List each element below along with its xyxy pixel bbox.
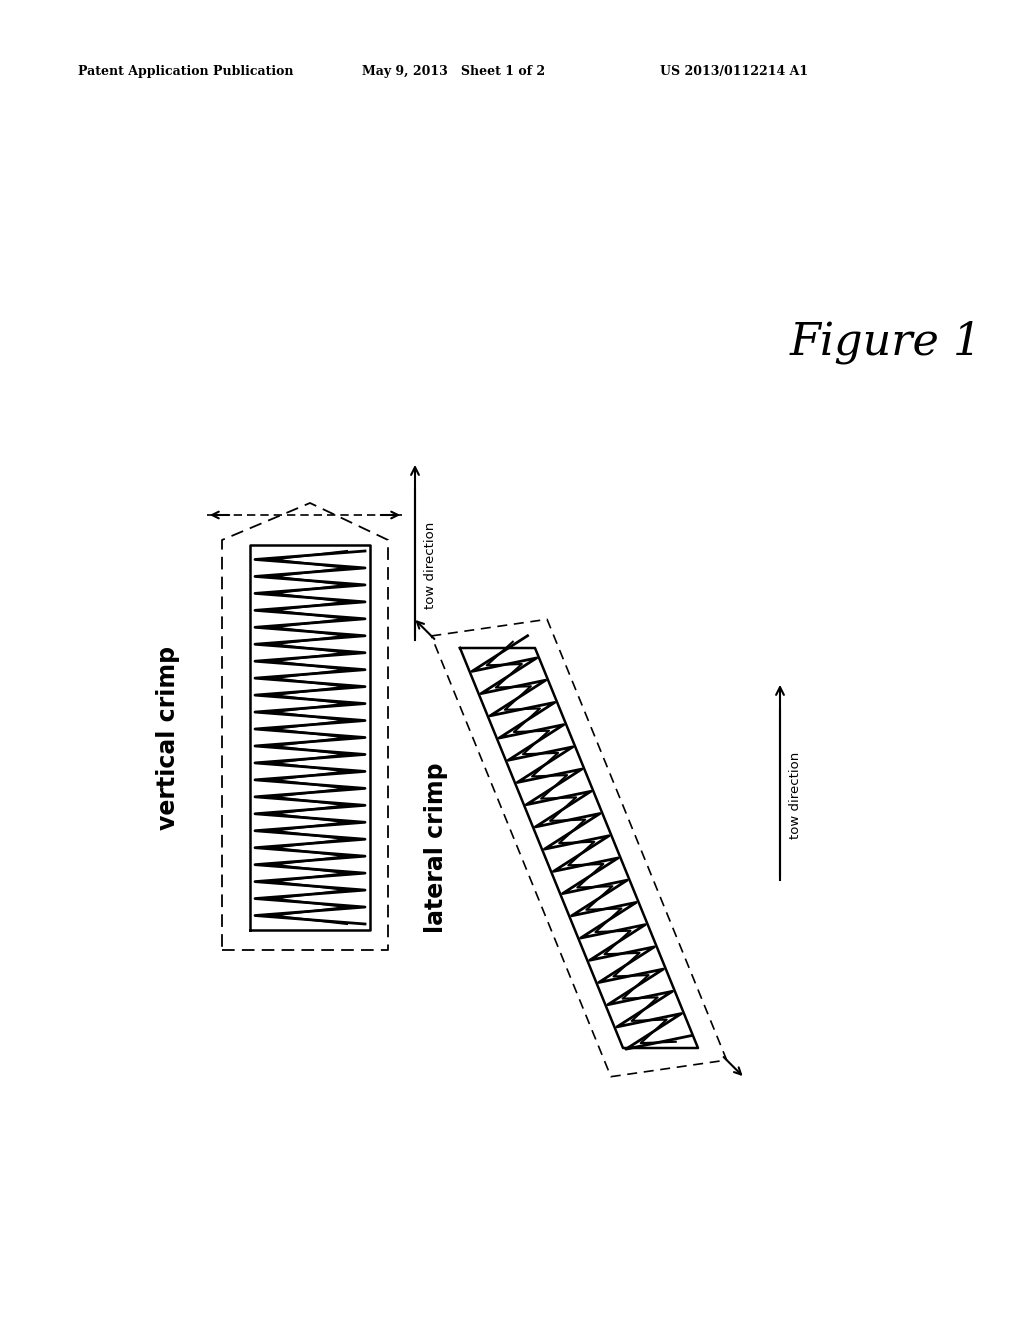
Text: Figure 1: Figure 1 — [790, 319, 982, 363]
Text: Patent Application Publication: Patent Application Publication — [78, 65, 294, 78]
Text: vertical crimp: vertical crimp — [156, 645, 180, 829]
Text: tow direction: tow direction — [790, 751, 802, 838]
Text: May 9, 2013   Sheet 1 of 2: May 9, 2013 Sheet 1 of 2 — [362, 65, 545, 78]
Text: US 2013/0112214 A1: US 2013/0112214 A1 — [660, 65, 808, 78]
Text: tow direction: tow direction — [424, 521, 437, 609]
Text: lateral crimp: lateral crimp — [425, 763, 449, 933]
